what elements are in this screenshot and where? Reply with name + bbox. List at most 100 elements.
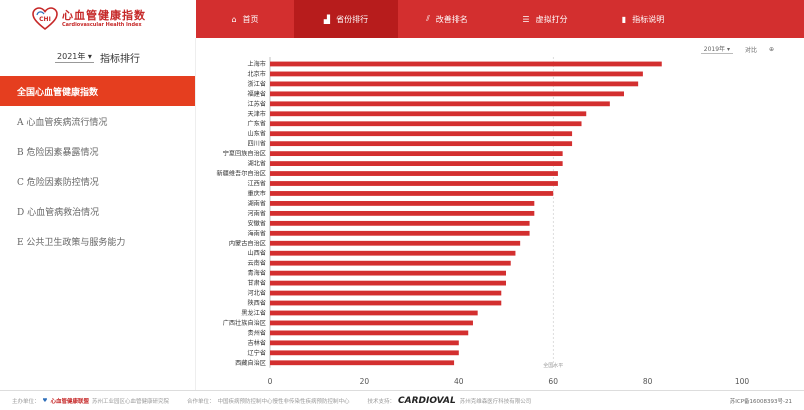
menu-e-public-health[interactable]: E 公共卫生政策与服务能力 bbox=[17, 237, 126, 248]
category-label: 甘肃省 bbox=[247, 279, 266, 287]
nav-label: 虚拟打分 bbox=[535, 14, 568, 24]
category-label: 河北省 bbox=[247, 289, 266, 297]
bar bbox=[270, 81, 639, 87]
category-label: 吉林省 bbox=[247, 339, 266, 347]
bar bbox=[270, 201, 535, 206]
heart-logo-icon: CHI bbox=[32, 7, 58, 31]
footer-tech: 苏州克维森医疗科技有限公司 bbox=[459, 398, 532, 405]
year-row: 2021年 ▾ 指标排行 bbox=[0, 38, 195, 76]
category-label: 湖北省 bbox=[247, 160, 266, 168]
category-label: 湖南省 bbox=[247, 199, 266, 207]
bar bbox=[270, 101, 610, 107]
footer-co-label: 合作单位： bbox=[186, 398, 215, 405]
category-label: 黑龙江省 bbox=[241, 309, 266, 317]
book-icon: ▮ bbox=[621, 14, 627, 24]
category-label: 重庆市 bbox=[247, 189, 266, 197]
bar bbox=[270, 270, 506, 276]
nav-label: 省份排行 bbox=[336, 14, 369, 24]
footer-host-extra: 苏州工业园区心血管健康研究院 bbox=[91, 398, 169, 405]
top-nav: ⌂ 首页 ▟ 省份排行 ⫽ 改善排名 ☰ 虚拟打分 ▮ 指标说明 bbox=[196, 0, 804, 38]
year-select[interactable]: 2021年 ▾ bbox=[55, 52, 94, 63]
menu-d-treatment[interactable]: D 心血管病救治情况 bbox=[17, 207, 100, 218]
footer-co: 中国疾病预防控制中心慢性非传染性疾病预防控制中心 bbox=[217, 398, 350, 405]
footer-tech-brand: CARDIOVAL bbox=[398, 395, 456, 406]
ranking-chart: 全国水平 上海市北京市浙江省福建省江苏省天津市广东省山东省四川省宁夏回族自治区湖北… bbox=[217, 57, 750, 386]
chart-panel: 2019年 ▾ 对比 ⊕ 全国水平 上海市 北京市 浙江省 福建省 江苏省 天津市 广东省 山东… bbox=[196, 38, 804, 390]
bar bbox=[270, 131, 573, 137]
x-tick-label: 0 bbox=[268, 377, 273, 386]
bar bbox=[270, 290, 502, 296]
nav-virtual-scoring[interactable]: ☰ 虚拟打分 bbox=[496, 0, 594, 38]
logo-subtitle: Cardiovascular Health Index bbox=[62, 22, 142, 28]
category-label: 青海省 bbox=[247, 269, 266, 277]
category-label: 河南省 bbox=[247, 209, 266, 217]
category-label: 贵州省 bbox=[247, 329, 266, 337]
category-label: 新疆维吾尔自治区 bbox=[217, 170, 267, 178]
category-label: 天津市 bbox=[247, 110, 266, 118]
reference-line-label: 全国水平 bbox=[543, 362, 563, 369]
menu-a-prevalence[interactable]: A 心血管疾病流行情况 bbox=[17, 117, 108, 128]
bar bbox=[270, 171, 558, 176]
x-tick-label: 100 bbox=[735, 377, 750, 386]
category-label: 山东省 bbox=[247, 130, 266, 138]
bar bbox=[270, 161, 563, 166]
bar bbox=[270, 300, 502, 306]
bar bbox=[270, 350, 459, 356]
home-icon: ⌂ bbox=[231, 14, 237, 24]
menu-national-index[interactable]: 全国心血管健康指数 bbox=[0, 76, 195, 106]
category-label: 山西省 bbox=[247, 249, 266, 257]
plus-icon[interactable]: ⊕ bbox=[768, 45, 774, 53]
chart-controls: 2019年 ▾ 对比 ⊕ bbox=[700, 44, 774, 54]
bar bbox=[270, 330, 469, 336]
category-label: 海南省 bbox=[247, 229, 266, 237]
bar bbox=[270, 191, 554, 196]
menu-c-risk-control[interactable]: C 危险因素防控情况 bbox=[17, 177, 99, 188]
bar bbox=[270, 340, 459, 346]
category-label: 福建省 bbox=[247, 90, 266, 98]
x-tick-label: 20 bbox=[360, 377, 370, 386]
category-label: 江苏省 bbox=[247, 100, 266, 108]
bar bbox=[270, 121, 582, 127]
trend-icon: ⫽ bbox=[426, 14, 430, 23]
x-tick-label: 60 bbox=[548, 377, 558, 386]
category-label: 云南省 bbox=[247, 259, 266, 267]
bar bbox=[270, 151, 563, 157]
menu-b-risk-exposure[interactable]: B 危险因素暴露情况 bbox=[17, 147, 99, 158]
category-label: 江西省 bbox=[247, 180, 266, 188]
bar bbox=[270, 181, 558, 186]
logo[interactable]: CHI 心血管健康指数 Cardiovascular Health Index bbox=[0, 0, 196, 38]
logo-title: 心血管健康指数 bbox=[62, 9, 146, 22]
category-label: 浙江省 bbox=[247, 80, 266, 88]
compare-toggle[interactable]: 对比 bbox=[744, 46, 757, 54]
bar bbox=[270, 210, 535, 216]
bar bbox=[270, 111, 587, 117]
x-tick-label: 80 bbox=[643, 377, 653, 386]
sliders-icon: ☰ bbox=[522, 14, 530, 24]
bar bbox=[270, 141, 573, 147]
footer-host: 心血管健康联盟 bbox=[50, 398, 89, 405]
category-label: 广东省 bbox=[247, 120, 266, 128]
footer-host-label: 主办单位： bbox=[12, 398, 40, 405]
nav-label: 首页 bbox=[242, 14, 259, 24]
bar bbox=[270, 260, 511, 266]
footer-icp[interactable]: 苏ICP备16008393号-21 bbox=[729, 398, 792, 405]
bar bbox=[270, 230, 530, 236]
compare-year-select[interactable]: 2019年 ▾ bbox=[700, 44, 733, 54]
footer: 主办单位： ♥ 心血管健康联盟 苏州工业园区心血管健康研究院 合作单位： 中国疾… bbox=[0, 390, 804, 410]
nav-province-ranking[interactable]: ▟ 省份排行 bbox=[294, 0, 398, 38]
logo-mark-text: CHI bbox=[39, 16, 51, 23]
bar bbox=[270, 310, 478, 316]
bar bbox=[270, 91, 624, 97]
bar bbox=[270, 71, 643, 77]
nav-home[interactable]: ⌂ 首页 bbox=[196, 0, 294, 38]
category-label: 内蒙古自治区 bbox=[229, 239, 266, 247]
nav-improvement-ranking[interactable]: ⫽ 改善排名 bbox=[398, 0, 496, 38]
bar bbox=[270, 240, 521, 246]
bar bbox=[270, 61, 662, 67]
x-tick-label: 40 bbox=[454, 377, 464, 386]
category-label: 四川省 bbox=[247, 140, 266, 148]
category-label: 西藏自治区 bbox=[235, 359, 266, 367]
nav-indicator-docs[interactable]: ▮ 指标说明 bbox=[594, 0, 692, 38]
bar bbox=[270, 320, 473, 326]
